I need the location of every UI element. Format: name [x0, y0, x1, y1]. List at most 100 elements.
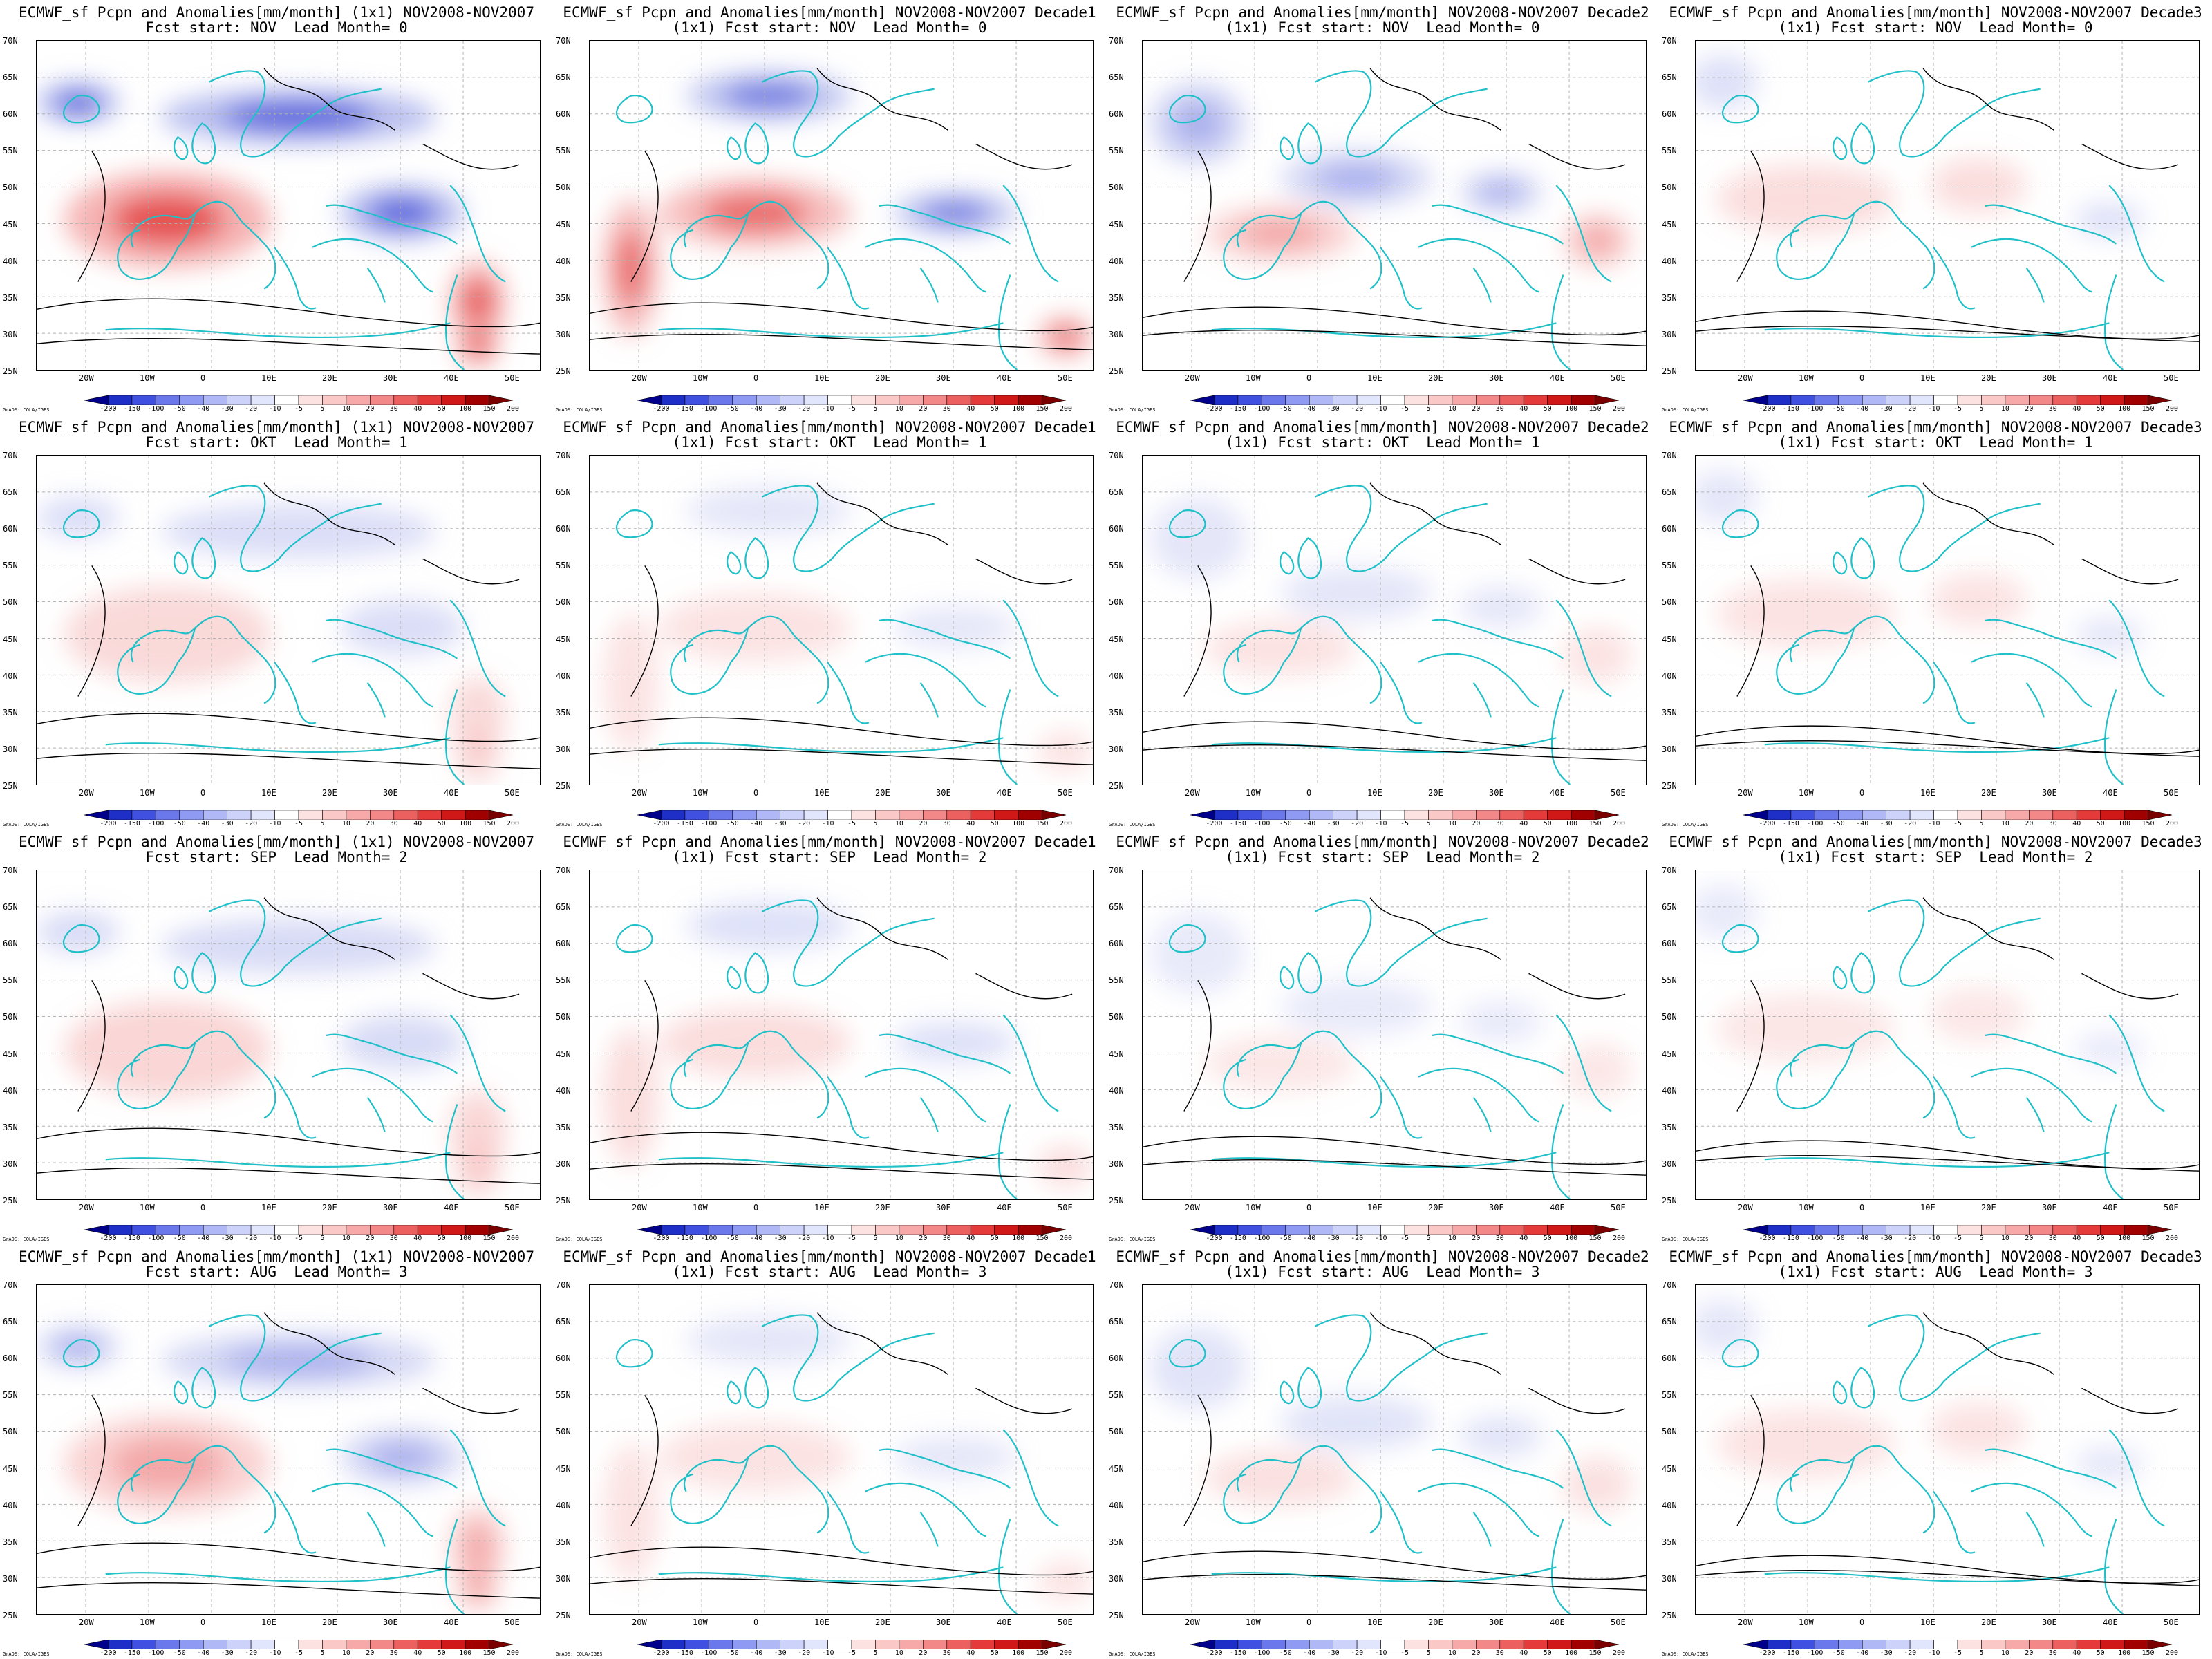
latitude-label: 35N [1662, 292, 1677, 303]
graticule [1143, 1285, 1646, 1614]
latitude-label: 70N [3, 865, 18, 875]
map-canvas [37, 41, 540, 370]
anomaly-map [1142, 455, 1647, 785]
longitude-label: 40E [1550, 1203, 1565, 1212]
colorbar-swatch [1886, 809, 1911, 821]
colorbar-tick-label: -200 [1759, 1235, 1776, 1242]
latitude-label: 35N [1109, 292, 1124, 303]
colorbar-swatch [1547, 1224, 1572, 1235]
colorbar-tick-label: -100 [700, 1235, 718, 1242]
latitude-label: 45N [3, 1463, 18, 1474]
anomaly-map [589, 40, 1094, 371]
colorbar-tick-label: 30 [389, 1649, 398, 1657]
longitude-label: 10E [1920, 1203, 1936, 1212]
negative-anomaly-area [1459, 586, 1543, 628]
colorbar [1743, 1224, 2173, 1235]
graticule [590, 456, 1093, 785]
forecast-panel: ECMWF_sf Pcpn and Anomalies[mm/month] NO… [1106, 0, 1659, 415]
colorbar-tick-label: -50 [173, 1649, 186, 1657]
latitude-label: 25N [1109, 366, 1124, 376]
colorbar-swatch [346, 1639, 371, 1650]
positive-anomaly-area [1038, 1145, 1093, 1188]
colorbar-tick-label: -100 [700, 1649, 718, 1657]
colorbar-swatch [1333, 809, 1358, 821]
latitude-label: 50N [3, 182, 18, 193]
longitude-label: 40E [997, 373, 1012, 383]
colorbar-tick-label: 20 [919, 820, 928, 827]
colorbar-swatch [1452, 1639, 1477, 1650]
graticule [37, 1285, 540, 1614]
latitude-label: 60N [556, 1353, 571, 1364]
latitude-label: 30N [3, 329, 18, 339]
longitude-label: 20W [1185, 1618, 1200, 1627]
climatology-contours [37, 482, 540, 769]
latitude-label: 60N [3, 939, 18, 949]
longitude-label: 20E [1428, 1203, 1443, 1212]
colorbar-tick-label: 100 [1012, 1235, 1025, 1242]
longitude-label: 10E [261, 1618, 276, 1627]
forecast-panel: ECMWF_sf Pcpn and Anomalies[mm/month] NO… [553, 830, 1106, 1244]
colorbar-swatch [732, 809, 757, 821]
map-canvas [37, 870, 540, 1199]
colorbar-swatch [1933, 1639, 1958, 1650]
colorbar-swatch [2052, 809, 2077, 821]
colorbar-labels: -200 -150 -100 -50 -40 -30 -20 -10 -5 5 10 20 30 40 50… [1183, 820, 1626, 828]
latitude-label: 30N [556, 744, 571, 754]
latitude-label: 30N [1109, 1159, 1124, 1169]
latitude-label: 60N [1109, 1353, 1124, 1364]
colorbar-swatch [1309, 395, 1333, 406]
positive-anomaly-core [1578, 225, 1617, 256]
colorbar-swatch [1981, 395, 2006, 406]
colorbar-tick-label: -40 [750, 405, 763, 413]
longitude-label: 40E [444, 788, 459, 798]
colorbar-swatch [684, 395, 709, 406]
latitude-label: 55N [1109, 561, 1124, 571]
colorbar-tick-label: -50 [173, 820, 186, 827]
longitude-label: 10E [1920, 788, 1936, 798]
negative-anomaly-area [1459, 1001, 1543, 1042]
graticule [37, 41, 540, 370]
latitude-label: 65N [3, 902, 18, 912]
colorbar-swatch [1018, 395, 1042, 406]
anomaly-map [1142, 1284, 1647, 1615]
colorbar-swatch [1767, 395, 1792, 406]
colorbar-swatch [1571, 395, 1595, 406]
panel-subtitle: (1x1) Fcst start: OKT Lead Month= 1 [672, 434, 987, 451]
positive-anomaly-core [702, 194, 809, 232]
colorbar-swatch [970, 809, 995, 821]
colorbar-swatch [1237, 1224, 1262, 1235]
positive-anomaly-area [1930, 572, 2027, 628]
colorbar-swatch [1862, 1224, 1886, 1235]
colorbar-tick-label: -30 [1327, 405, 1340, 413]
grads-credit: GrADS: COLA/IGES [1109, 407, 1156, 413]
colorbar-tick-label: -100 [1253, 1649, 1271, 1657]
latitude-label: 30N [1109, 329, 1124, 339]
colorbar-swatch [1237, 1639, 1262, 1650]
colorbar-tick-label: -150 [123, 1235, 140, 1242]
colorbar-swatch [131, 1639, 156, 1650]
colorbar-tick-label: -100 [1253, 1235, 1271, 1242]
latitude-label: 70N [556, 865, 571, 875]
colorbar-tick-label: 20 [919, 1649, 928, 1657]
colorbar-swatch [489, 1224, 514, 1235]
colorbar-swatch [1190, 1639, 1215, 1650]
colorbar-swatch [2100, 1224, 2125, 1235]
colorbar-tick-label: 100 [459, 820, 472, 827]
longitude-label: 20E [322, 1203, 337, 1212]
colorbar-tick-label: -40 [1856, 820, 1869, 827]
grads-credit: GrADS: COLA/IGES [1662, 822, 1709, 827]
negative-anomaly-core [55, 1335, 101, 1359]
colorbar-swatch [637, 395, 662, 406]
colorbar-swatch [1309, 809, 1333, 821]
forecast-panel: ECMWF_sf Pcpn and Anomalies[mm/month] NO… [1106, 415, 1659, 830]
negative-anomaly-area [892, 1436, 1018, 1478]
colorbar-swatch [322, 1224, 347, 1235]
longitude-label: 30E [936, 1618, 951, 1627]
latitude-label: 30N [1662, 1573, 1677, 1584]
colorbar-swatch [1214, 1224, 1239, 1235]
colorbar-swatch [1042, 809, 1067, 821]
longitude-label: 10W [1799, 373, 1814, 383]
longitude-label: 10E [1367, 373, 1382, 383]
colorbar-tick-label: -50 [1832, 1649, 1845, 1657]
longitude-label: 0 [1859, 1618, 1865, 1627]
